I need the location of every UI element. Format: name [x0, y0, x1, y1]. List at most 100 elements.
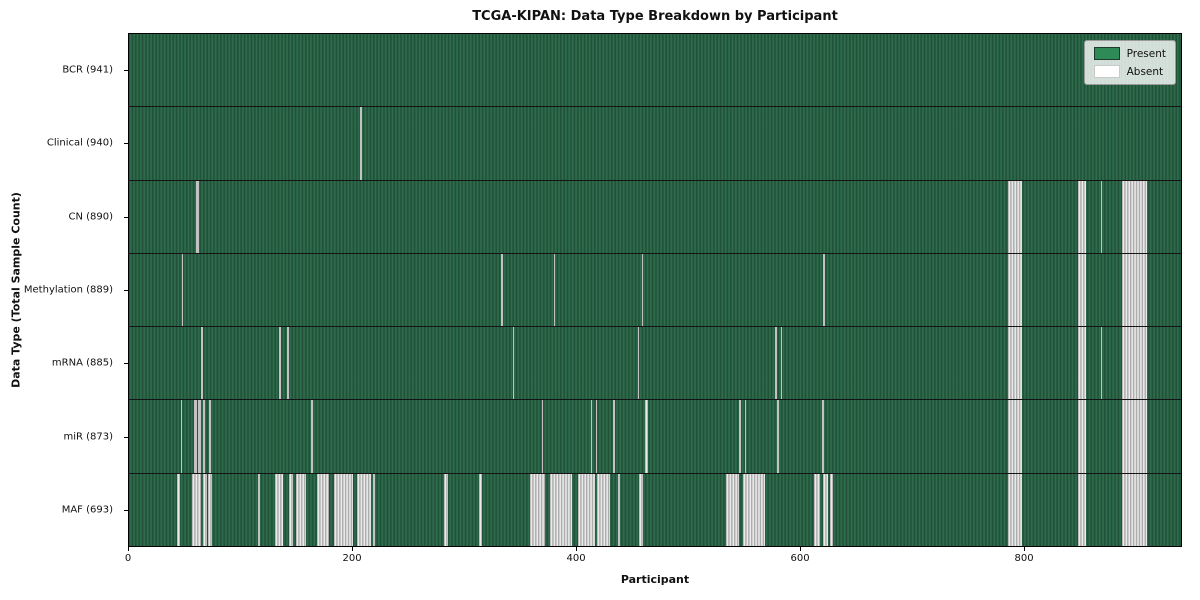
- absent-stripe: [1007, 180, 1023, 253]
- absent-stripe: [201, 327, 203, 400]
- y-tick-mark: [124, 216, 128, 218]
- absent-stripe: [1121, 400, 1148, 473]
- absent-stripe: [780, 327, 783, 400]
- legend: Present Absent: [1083, 40, 1176, 85]
- absent-stripe: [1121, 473, 1148, 546]
- heatmap-row-cn: [129, 179, 1181, 253]
- absent-stripe: [822, 400, 824, 473]
- legend-entry-present: Present: [1093, 47, 1166, 60]
- absent-stripe: [316, 473, 329, 546]
- y-tick-mark: [124, 436, 128, 438]
- absent-stripe: [1121, 327, 1148, 400]
- absent-stripe: [1078, 400, 1086, 473]
- absent-stripe: [275, 473, 284, 546]
- absent-stripe: [742, 473, 766, 546]
- absent-stripe: [360, 107, 363, 180]
- absent-stripe: [1101, 180, 1103, 253]
- absent-stripe: [1007, 253, 1023, 327]
- absent-stripe: [1078, 180, 1086, 253]
- x-tick-mark: [800, 547, 802, 551]
- absent-stripe: [725, 473, 740, 546]
- legend-present-label: Present: [1126, 47, 1166, 60]
- x-tick-mark: [1024, 547, 1026, 551]
- absent-stripe: [513, 327, 515, 400]
- absent-stripe: [501, 253, 503, 327]
- absent-stripe: [198, 400, 202, 473]
- absent-stripe: [642, 253, 644, 327]
- heatmap-row-maf: [129, 472, 1181, 546]
- heatmap-row-mrna: [129, 326, 1181, 400]
- absent-stripe: [637, 327, 639, 400]
- absent-stripe: [814, 473, 820, 546]
- absent-stripe: [1121, 180, 1148, 253]
- absent-stripe: [287, 327, 289, 400]
- x-tick-mark: [352, 547, 354, 551]
- absent-stripe: [208, 473, 212, 546]
- absent-stripe: [177, 473, 181, 546]
- y-tick-label: Clinical (940): [46, 137, 113, 149]
- absent-stripe: [553, 253, 556, 327]
- y-tick-label: miR (873): [63, 431, 113, 443]
- y-tick-mark: [124, 510, 128, 512]
- y-tick-label: BCR (941): [62, 64, 113, 76]
- absent-stripe: [829, 473, 834, 546]
- x-tick-label: 0: [124, 553, 132, 564]
- absent-stripe: [775, 327, 777, 400]
- x-tick-label: 200: [342, 553, 362, 564]
- absent-stripe: [1007, 473, 1023, 546]
- absent-stripe: [595, 400, 598, 473]
- y-tick-label: Methylation (889): [23, 284, 113, 296]
- absent-stripe: [1121, 253, 1148, 327]
- y-tick-label: mRNA (885): [51, 357, 113, 369]
- heatmap-row-bcr: [129, 34, 1181, 107]
- y-tick-mark: [124, 69, 128, 71]
- absent-stripe: [613, 400, 615, 473]
- absent-stripe: [295, 473, 306, 546]
- present-swatch-icon: [1093, 47, 1120, 60]
- absent-stripe: [639, 473, 643, 546]
- absent-stripe: [208, 400, 211, 473]
- absent-stripe: [373, 473, 375, 546]
- x-tick-mark: [576, 547, 578, 551]
- absent-stripe: [258, 473, 260, 546]
- x-tick-label: 800: [1014, 553, 1034, 564]
- absent-stripe: [823, 473, 828, 546]
- absent-stripe: [180, 400, 183, 473]
- heatmap-plot-area: [128, 33, 1182, 547]
- y-tick-mark: [124, 143, 128, 145]
- absent-stripe: [1078, 327, 1086, 400]
- absent-stripe: [191, 473, 201, 546]
- x-axis-label: Participant: [620, 573, 690, 586]
- y-tick-mark: [124, 290, 128, 291]
- absent-stripe: [333, 473, 353, 546]
- y-tick-mark: [124, 363, 128, 365]
- absent-swatch-icon: [1093, 65, 1120, 78]
- absent-stripe: [203, 400, 206, 473]
- heatmap-row-mir: [129, 399, 1181, 473]
- absent-stripe: [590, 400, 593, 473]
- absent-stripe: [823, 253, 825, 327]
- x-tick-label: 400: [566, 553, 586, 564]
- absent-stripe: [444, 473, 448, 546]
- heatmap-row-clinical: [129, 106, 1181, 180]
- absent-stripe: [530, 473, 545, 546]
- absent-stripe: [777, 400, 779, 473]
- y-tick-label: MAF (693): [61, 504, 113, 516]
- legend-absent-label: Absent: [1126, 65, 1164, 78]
- chart-title: TCGA-KIPAN: Data Type Breakdown by Parti…: [472, 9, 838, 24]
- absent-stripe: [541, 400, 543, 473]
- absent-stripe: [1101, 327, 1103, 400]
- absent-stripe: [1007, 400, 1023, 473]
- absent-stripe: [194, 400, 197, 473]
- legend-entry-absent: Absent: [1093, 65, 1166, 78]
- heatmap-row-methylation: [129, 252, 1181, 327]
- absent-stripe: [182, 253, 184, 327]
- absent-stripe: [578, 473, 596, 546]
- x-axis-ticks: 0 200 400 600 800: [124, 547, 1182, 569]
- absent-stripe: [288, 473, 294, 546]
- absent-stripe: [357, 473, 371, 546]
- absent-stripe: [202, 473, 208, 546]
- absent-stripe: [550, 473, 572, 546]
- absent-stripe: [311, 400, 313, 473]
- x-tick-label: 600: [790, 553, 810, 564]
